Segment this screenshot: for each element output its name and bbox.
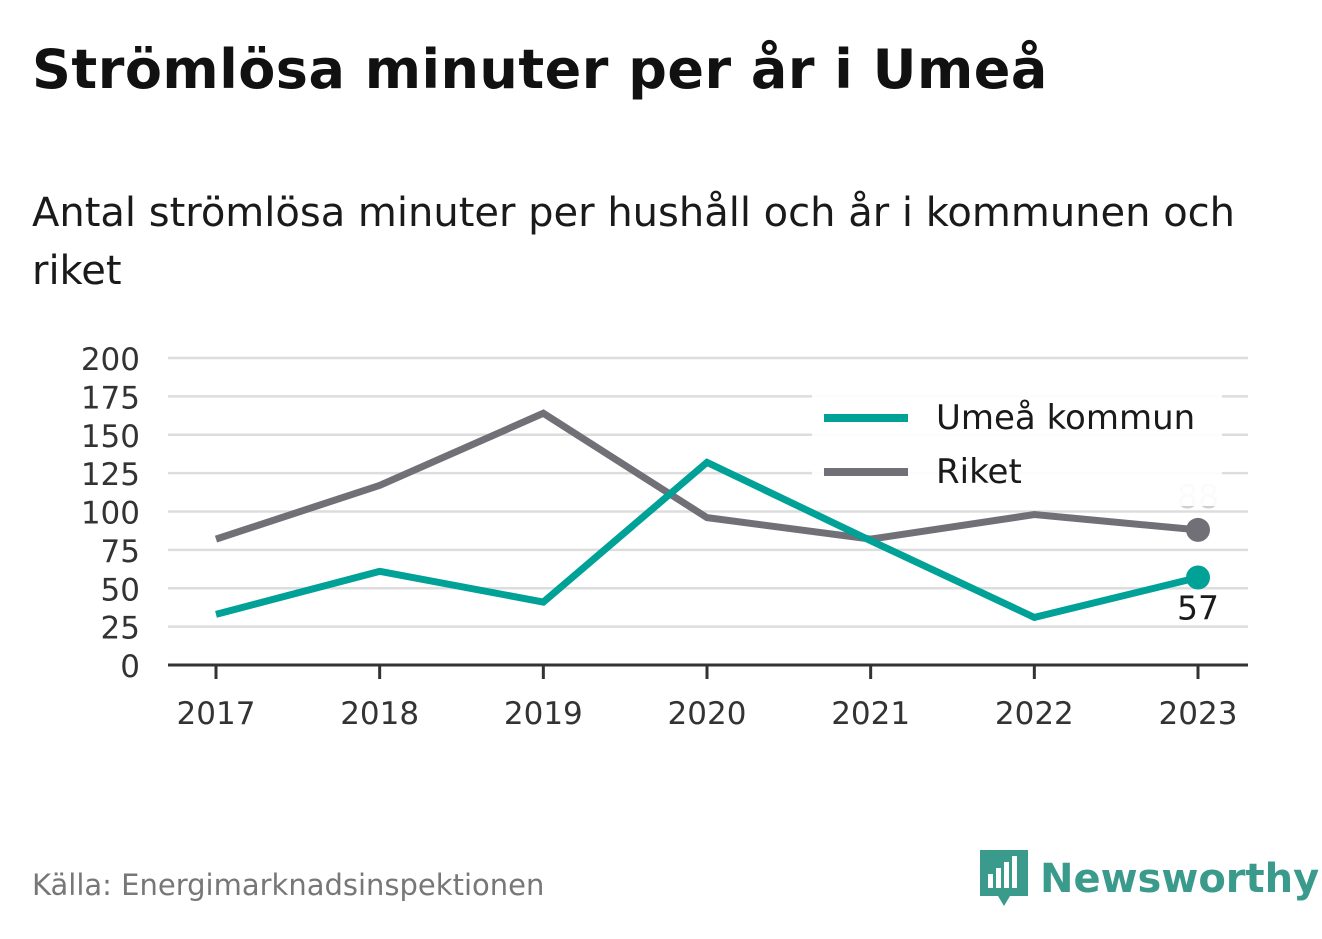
y-tick-label: 100 xyxy=(81,496,140,532)
newsworthy-logo-icon xyxy=(980,850,1028,906)
legend: Umeå kommun Riket xyxy=(812,388,1222,506)
legend-label-umea: Umeå kommun xyxy=(936,398,1196,438)
x-tick-label: 2017 xyxy=(177,696,256,732)
y-tick-label: 125 xyxy=(81,457,140,493)
y-tick-label: 175 xyxy=(81,380,140,416)
x-tick-label: 2018 xyxy=(340,696,419,732)
y-tick-label: 50 xyxy=(101,572,140,608)
chart-title: Strömlösa minuter per år i Umeå xyxy=(32,38,1048,101)
end-point-riket xyxy=(1186,517,1210,542)
x-tick-label: 2021 xyxy=(831,696,910,732)
legend-label-riket: Riket xyxy=(936,452,1022,492)
x-tick-label: 2023 xyxy=(1159,696,1238,732)
y-tick-label: 200 xyxy=(81,342,140,378)
x-tick-label: 2022 xyxy=(995,696,1074,732)
legend-item-umea: Umeå kommun xyxy=(824,398,1195,438)
x-tick-label: 2019 xyxy=(504,696,583,732)
data-label-umea: 57 xyxy=(1177,589,1219,628)
y-tick-label: 75 xyxy=(101,534,140,570)
y-tick-label: 25 xyxy=(101,611,140,647)
legend-swatch-umea xyxy=(824,414,908,422)
brand-name: Newsworthy xyxy=(1040,856,1320,902)
brand-logo: Newsworthy xyxy=(980,850,1319,908)
end-point-umea xyxy=(1186,565,1210,590)
series-line-riket xyxy=(214,409,1199,543)
series-line-umea xyxy=(215,458,1199,622)
x-tick-label: 2020 xyxy=(668,696,747,732)
y-tick-label: 0 xyxy=(120,649,140,685)
y-tick-label: 150 xyxy=(81,419,140,455)
legend-item-riket: Riket xyxy=(824,452,1022,492)
chart-subtitle: Antal strömlösa minuter per hushåll och … xyxy=(32,190,1236,294)
source-note: Källa: Energimarknadsinspektionen xyxy=(32,868,545,902)
legend-swatch-riket xyxy=(824,468,908,476)
